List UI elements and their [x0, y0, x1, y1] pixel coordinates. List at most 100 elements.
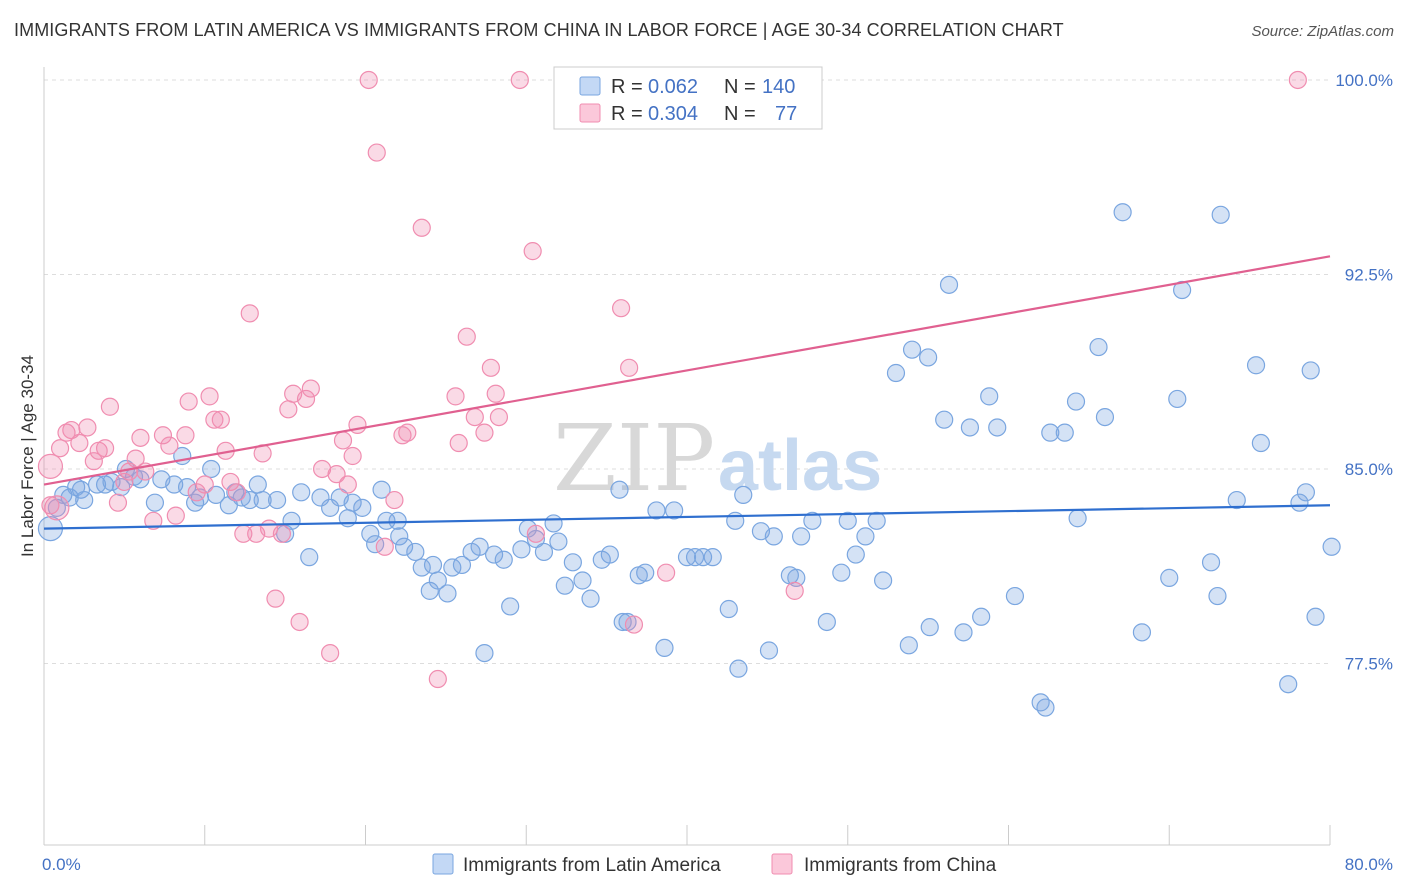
point-latin-america [1031, 693, 1050, 712]
point-china [412, 218, 431, 237]
stats-legend-n-latin: 140 [762, 76, 795, 98]
point-china [321, 643, 340, 663]
point-latin-america [902, 340, 922, 359]
point-latin-america [343, 493, 362, 512]
point-china [489, 408, 509, 427]
point-latin-america [1279, 675, 1298, 694]
point-latin-america [1211, 205, 1230, 224]
point-china [333, 431, 353, 450]
point-china [785, 581, 804, 600]
y-axis-label: In Labor Force | Age 30-34 [18, 355, 37, 557]
watermark-atlas: atlas [718, 426, 882, 506]
point-latin-america [581, 589, 600, 608]
point-latin-america [1095, 408, 1115, 427]
series-legend-label-latin: Immigrants from Latin America [463, 855, 721, 876]
point-china [449, 433, 468, 453]
point-china [526, 524, 545, 543]
point-latin-america [1113, 203, 1132, 222]
point-latin-america [248, 475, 267, 494]
point-china [398, 423, 417, 442]
point-china [126, 449, 145, 468]
point-latin-america [501, 597, 520, 616]
point-latin-america [939, 275, 959, 294]
stats-legend-r-label-china: R = [611, 103, 643, 125]
point-latin-america [452, 555, 472, 575]
trend-line-china [43, 255, 1331, 486]
point-china [457, 327, 476, 346]
point-china [100, 397, 120, 416]
stats-legend-n-label-latin: N = [724, 76, 756, 98]
point-china [393, 426, 412, 445]
point-china [510, 70, 529, 90]
y-tick-labels: 77.5% 85.0% 92.5% 100.0% [1335, 71, 1393, 674]
point-latin-america [1301, 361, 1320, 380]
point-latin-america [874, 571, 893, 590]
point-china [465, 408, 484, 427]
point-latin-america [206, 485, 226, 504]
point-china [296, 389, 316, 409]
point-latin-america [202, 459, 221, 479]
point-latin-america [636, 563, 655, 582]
point-china [523, 242, 542, 261]
point-latin-america [300, 548, 319, 567]
point-china [657, 563, 676, 582]
point-latin-america [886, 363, 906, 383]
point-china [115, 472, 134, 492]
point-china [266, 589, 285, 608]
point-latin-america [1068, 509, 1087, 528]
point-latin-america [960, 418, 980, 437]
watermark-zip: ZIP [553, 405, 715, 512]
watermark: ZIP atlas [553, 405, 882, 512]
point-china [327, 465, 346, 484]
point-latin-america [267, 490, 287, 510]
point-latin-america [899, 636, 918, 655]
point-latin-america [1251, 433, 1270, 453]
point-latin-america [980, 387, 999, 406]
point-china [486, 384, 505, 403]
trend-lines [43, 255, 1331, 530]
point-china [50, 439, 70, 458]
point-latin-america [1296, 483, 1315, 502]
y-tick-label: 100.0% [1335, 71, 1393, 90]
point-latin-america [494, 550, 513, 569]
point-latin-america [1066, 392, 1086, 411]
point-china [221, 472, 240, 492]
point-latin-america [353, 498, 372, 517]
point-latin-america [1005, 586, 1025, 606]
chart-title: IMMIGRANTS FROM LATIN AMERICA VS IMMIGRA… [14, 20, 1064, 40]
point-latin-america [665, 501, 684, 520]
point-latin-america [817, 612, 836, 632]
point-china [343, 446, 362, 466]
point-latin-america [1036, 698, 1055, 717]
point-latin-america [549, 532, 568, 551]
point-latin-america [475, 643, 494, 663]
point-latin-america [935, 410, 954, 429]
point-china [84, 452, 103, 471]
point-china [176, 426, 195, 445]
point-china [131, 428, 150, 447]
point-latin-america [919, 348, 938, 367]
point-latin-america [1160, 568, 1179, 587]
point-latin-america [988, 418, 1007, 437]
point-latin-america [470, 537, 489, 556]
stats-legend-n-china: 77 [775, 103, 797, 125]
point-china [205, 410, 224, 429]
scatter-points [37, 70, 1341, 717]
point-latin-america [292, 483, 311, 502]
y-tick-label: 92.5% [1345, 265, 1393, 284]
point-latin-america [734, 485, 753, 504]
point-china [359, 70, 378, 90]
point-china [272, 524, 292, 543]
point-latin-america [1201, 553, 1221, 572]
series-legend: Immigrants from Latin America Immigrants… [432, 853, 997, 876]
stats-legend-swatch-latin [579, 76, 601, 96]
stats-legend-n-label-china: N = [724, 103, 756, 125]
point-latin-america [1227, 490, 1246, 510]
point-latin-america [832, 563, 851, 582]
point-china [338, 475, 357, 494]
point-china [620, 358, 639, 377]
point-latin-america [954, 623, 973, 642]
point-latin-america [655, 638, 674, 658]
series-legend-swatch-latin [432, 853, 454, 875]
